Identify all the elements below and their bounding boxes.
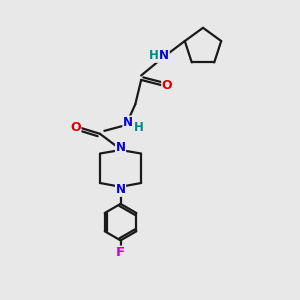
Text: N: N <box>116 141 126 154</box>
Text: O: O <box>162 79 172 92</box>
Text: H: H <box>148 49 158 62</box>
Text: N: N <box>116 183 126 196</box>
Text: N: N <box>159 49 169 62</box>
Text: O: O <box>70 122 81 134</box>
Text: F: F <box>116 246 125 259</box>
Text: N: N <box>123 116 133 129</box>
Text: H: H <box>134 121 144 134</box>
